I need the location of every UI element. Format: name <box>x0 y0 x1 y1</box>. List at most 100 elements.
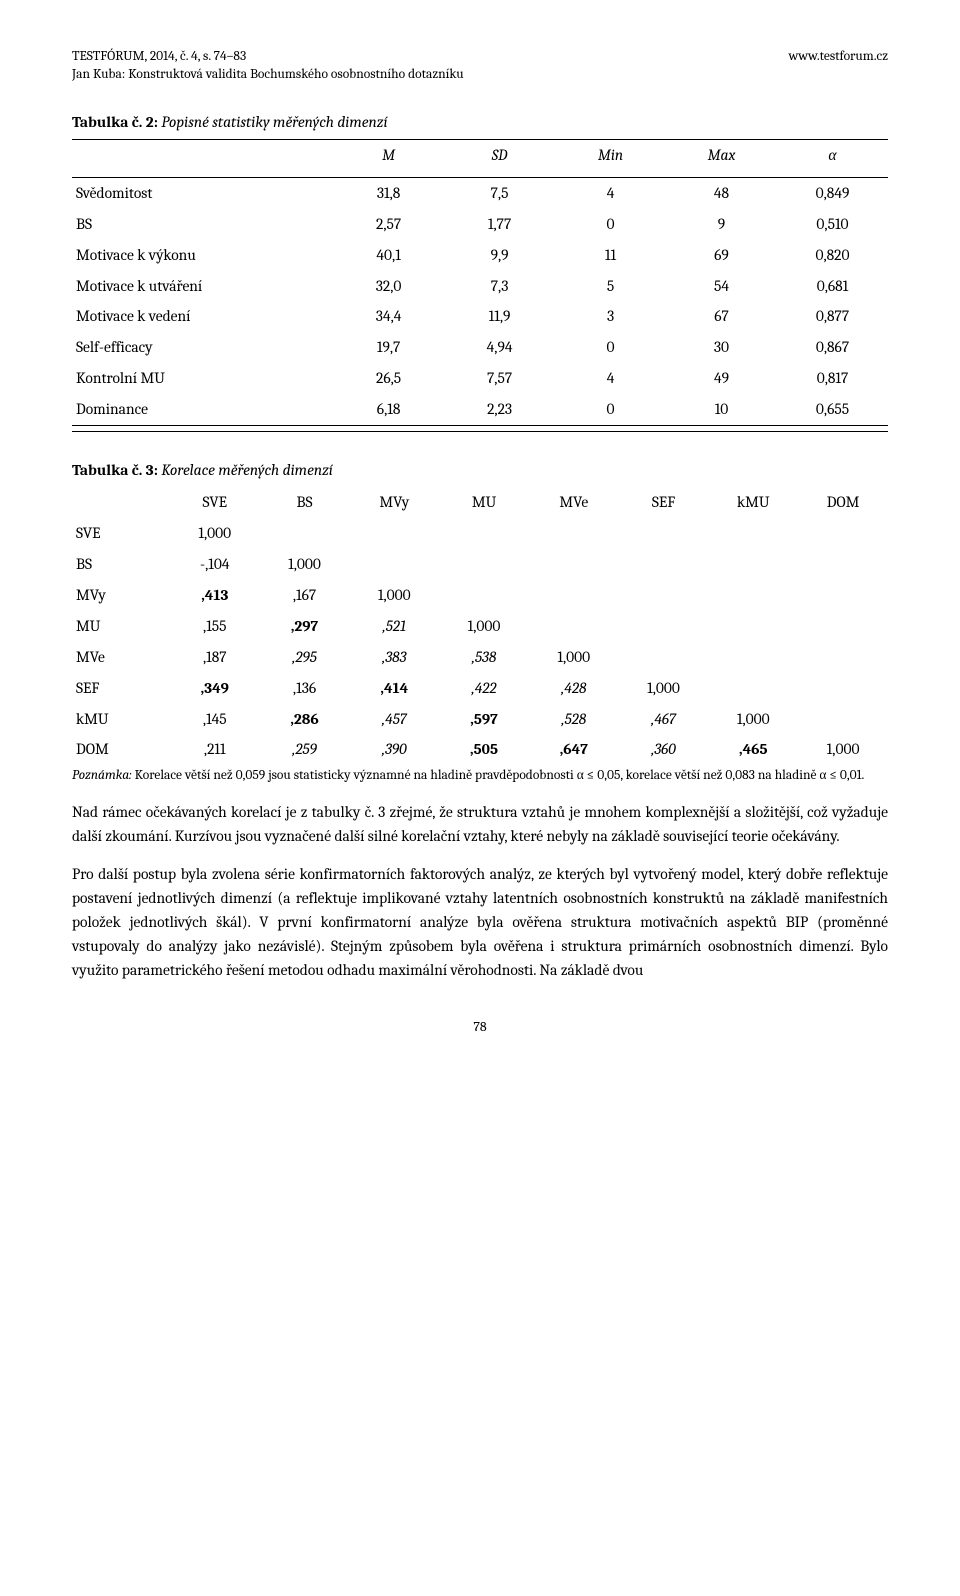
table3-caption: Tabulka č. 3: Korelace měřených dimenzí <box>72 460 888 481</box>
cell: 0 <box>555 209 666 240</box>
cell <box>798 642 888 673</box>
paragraph-1: Nad rámec očekávaných korelací je z tabu… <box>72 800 888 848</box>
cell: 0,867 <box>777 332 888 363</box>
table2-caption-num: Tabulka č. 2: <box>72 113 158 131</box>
cell: 67 <box>666 301 777 332</box>
cell: ,145 <box>170 704 260 735</box>
footnote-prefix: Poznámka: <box>72 768 132 783</box>
journal-url: www.testforum.cz <box>789 48 888 66</box>
cell: ,349 <box>170 673 260 704</box>
table-row: Motivace k vedení34,411,93670,877 <box>72 301 888 332</box>
cell <box>349 518 439 549</box>
cell <box>708 580 798 611</box>
cell: 0 <box>555 332 666 363</box>
table3-caption-text: Korelace měřených dimenzí <box>158 461 333 479</box>
table3-col-8: DOM <box>798 487 888 518</box>
cell <box>798 673 888 704</box>
row-label: SEF <box>72 673 170 704</box>
author-subtitle: Jan Kuba: Konstruktová validita Bochumsk… <box>72 66 888 84</box>
cell: 0,817 <box>777 363 888 394</box>
table3-col-4: MU <box>439 487 529 518</box>
cell <box>798 518 888 549</box>
cell: ,528 <box>529 704 619 735</box>
cell <box>439 580 529 611</box>
page-number: 78 <box>72 1018 888 1037</box>
cell: 11,9 <box>444 301 555 332</box>
table3-col-0 <box>72 487 170 518</box>
cell <box>708 642 798 673</box>
cell: 2,23 <box>444 394 555 425</box>
cell: ,413 <box>170 580 260 611</box>
cell: 1,000 <box>439 611 529 642</box>
table3-footnote: Poznámka: Korelace větší než 0,059 jsou … <box>72 767 888 785</box>
cell: ,360 <box>619 734 709 765</box>
cell: ,297 <box>260 611 350 642</box>
cell: ,465 <box>708 734 798 765</box>
table3-col-7: kMU <box>708 487 798 518</box>
cell: ,383 <box>349 642 439 673</box>
cell <box>619 580 709 611</box>
cell: 6,18 <box>333 394 444 425</box>
table2-col-5: α <box>777 140 888 171</box>
cell: 0,681 <box>777 271 888 302</box>
cell: 1,000 <box>170 518 260 549</box>
cell: ,647 <box>529 734 619 765</box>
cell: ,136 <box>260 673 350 704</box>
cell: ,187 <box>170 642 260 673</box>
cell <box>798 704 888 735</box>
cell <box>529 518 619 549</box>
cell: 0,849 <box>777 177 888 208</box>
row-label: Motivace k utváření <box>72 271 333 302</box>
cell: 54 <box>666 271 777 302</box>
cell <box>619 518 709 549</box>
table-row: MU,155,297,5211,000 <box>72 611 888 642</box>
cell: 19,7 <box>333 332 444 363</box>
table-row: Dominance6,182,230100,655 <box>72 394 888 425</box>
cell: ,167 <box>260 580 350 611</box>
cell <box>439 549 529 580</box>
cell: ,538 <box>439 642 529 673</box>
table3: SVEBSMVyMUMVeSEFkMUDOM SVE1,000BS-,1041,… <box>72 487 888 765</box>
cell: ,467 <box>619 704 709 735</box>
cell: 34,4 <box>333 301 444 332</box>
cell: 2,57 <box>333 209 444 240</box>
cell: 7,57 <box>444 363 555 394</box>
table-row: Kontrolní MU26,57,574490,817 <box>72 363 888 394</box>
table-row: Motivace k utváření32,07,35540,681 <box>72 271 888 302</box>
table-row: kMU,145,286,457,597,528,4671,000 <box>72 704 888 735</box>
table3-col-2: BS <box>260 487 350 518</box>
table3-caption-num: Tabulka č. 3: <box>72 461 158 479</box>
cell: 1,000 <box>798 734 888 765</box>
cell: ,286 <box>260 704 350 735</box>
cell: ,457 <box>349 704 439 735</box>
journal-ref: TESTFÓRUM, 2014, č. 4, s. 74–83 <box>72 48 246 66</box>
row-label: Dominance <box>72 394 333 425</box>
cell <box>798 580 888 611</box>
cell <box>529 611 619 642</box>
cell: 11 <box>555 240 666 271</box>
cell: 0,655 <box>777 394 888 425</box>
cell: 5 <box>555 271 666 302</box>
table-row: Self-efficacy19,74,940300,867 <box>72 332 888 363</box>
cell <box>798 549 888 580</box>
table-row: BS-,1041,000 <box>72 549 888 580</box>
row-label: Svědomitost <box>72 177 333 208</box>
cell: 0,820 <box>777 240 888 271</box>
cell: 9,9 <box>444 240 555 271</box>
paragraph-2: Pro další postup byla zvolena série konf… <box>72 862 888 982</box>
cell <box>708 518 798 549</box>
cell: 69 <box>666 240 777 271</box>
table3-col-5: MVe <box>529 487 619 518</box>
row-label: BS <box>72 549 170 580</box>
table-row: DOM,211,259,390,505,647,360,4651,000 <box>72 734 888 765</box>
cell: -,104 <box>170 549 260 580</box>
row-label: MU <box>72 611 170 642</box>
cell <box>619 611 709 642</box>
table-row: MVy,413,1671,000 <box>72 580 888 611</box>
cell: 49 <box>666 363 777 394</box>
row-label: Kontrolní MU <box>72 363 333 394</box>
cell: ,259 <box>260 734 350 765</box>
row-label: BS <box>72 209 333 240</box>
cell: 7,3 <box>444 271 555 302</box>
table2-col-4: Max <box>666 140 777 171</box>
